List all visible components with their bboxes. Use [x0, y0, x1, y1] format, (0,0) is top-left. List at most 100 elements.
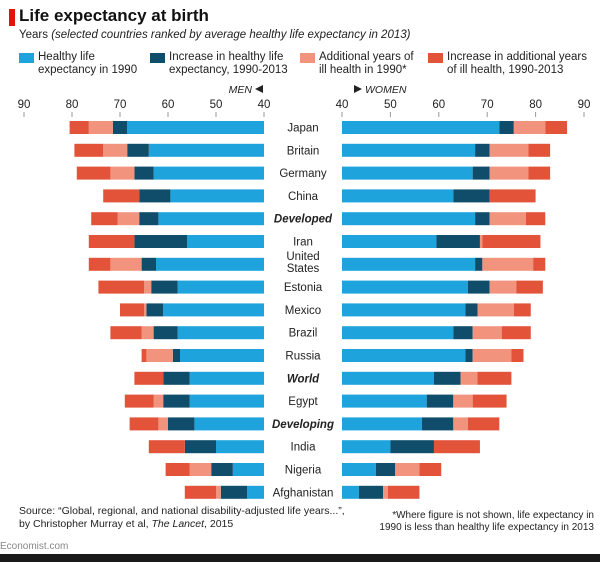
- men-bar-segment: [134, 371, 164, 385]
- women-bar-segment: [479, 235, 483, 248]
- men-bar-segment: [141, 349, 147, 362]
- women-bar-segment: [472, 166, 490, 180]
- men-bar-segment: [91, 212, 118, 226]
- men-tick-label: 70: [114, 99, 127, 111]
- women-tick-label: 60: [432, 99, 445, 111]
- men-bar-segment: [216, 485, 221, 499]
- country-label: Developed: [274, 214, 333, 226]
- men-bar-segment: [172, 349, 180, 362]
- men-bar-segment: [117, 212, 140, 226]
- men-bar-segment: [98, 280, 144, 294]
- men-bar-segment: [165, 463, 190, 476]
- women-bar-segment: [342, 303, 466, 317]
- men-tick-label: 50: [210, 99, 223, 111]
- men-bar-segment: [103, 143, 128, 157]
- women-bar-segment: [453, 394, 473, 408]
- women-bar-segment: [390, 440, 434, 454]
- chart-subtitle: Years (selected countries ranked by aver…: [19, 29, 410, 41]
- women-bar-segment: [342, 394, 427, 408]
- brand-credit: Economist.com: [0, 541, 69, 552]
- women-tick-label: 50: [384, 99, 397, 111]
- bottom-bar: [0, 554, 600, 562]
- men-arrow-icon: [255, 85, 263, 93]
- country-label: Japan: [287, 123, 318, 135]
- women-bar-segment: [475, 212, 490, 226]
- women-tick-label: 70: [481, 99, 494, 111]
- men-bar-segment: [187, 235, 264, 248]
- men-bar-segment: [177, 280, 264, 294]
- men-bar-segment: [194, 417, 264, 431]
- women-bar-segment: [475, 257, 483, 271]
- women-bar-segment: [342, 371, 434, 385]
- women-bar-segment: [513, 303, 531, 317]
- source-line2c: , 2015: [204, 518, 234, 530]
- legend-swatch-healthy-increase: [150, 53, 165, 63]
- women-bar-segment: [342, 189, 454, 203]
- women-arrow-icon: [354, 85, 362, 93]
- men-bar-segment: [129, 417, 159, 431]
- subtitle-lead: Years: [19, 29, 52, 41]
- legend-label-line2: of ill health, 1990-2013: [447, 64, 564, 76]
- men-bar-segment: [232, 463, 264, 476]
- women-bar-segment: [465, 349, 473, 362]
- women-bar-segment: [342, 212, 476, 226]
- women-bar-segment: [419, 463, 442, 476]
- men-bar-segment: [124, 394, 154, 408]
- legend-item-ill-increase: Increase in additional years of ill healt…: [447, 51, 587, 77]
- women-bar-segment: [421, 417, 454, 431]
- country-label: China: [288, 191, 319, 203]
- country-label: Nigeria: [285, 465, 322, 477]
- women-bar-segment: [472, 349, 512, 362]
- men-bar-segment: [184, 485, 216, 499]
- women-bar-segment: [342, 235, 437, 248]
- men-bar-segment: [163, 371, 190, 385]
- men-bar-segment: [158, 212, 264, 226]
- men-bar-segment: [141, 326, 154, 340]
- legend-swatch-healthy-1990: [19, 53, 34, 63]
- women-bar-segment: [375, 463, 396, 476]
- men-bar-segment: [163, 303, 264, 317]
- men-side-label: MEN: [229, 84, 253, 96]
- country-label: States: [287, 263, 320, 275]
- women-bar-segment: [342, 463, 376, 476]
- women-bar-segment: [467, 280, 490, 294]
- country-label: United: [286, 251, 319, 263]
- women-bar-segment: [433, 371, 461, 385]
- women-bar-segment: [477, 371, 512, 385]
- men-bar-segment: [112, 121, 128, 134]
- women-bar-segment: [489, 280, 517, 294]
- men-bar-segment: [110, 326, 142, 340]
- women-bar-segment: [482, 257, 534, 271]
- women-bar-segment: [501, 326, 531, 340]
- men-bar-segment: [144, 280, 152, 294]
- women-bar-segment: [528, 143, 551, 157]
- men-bar-segment: [139, 212, 159, 226]
- women-bar-segment: [358, 485, 384, 499]
- men-bar-segment: [189, 394, 264, 408]
- country-label: Afghanistan: [273, 487, 334, 499]
- women-bar-segment: [513, 121, 546, 134]
- legend-label-line2: ill health in 1990*: [319, 64, 407, 76]
- women-bar-segment: [342, 257, 476, 271]
- country-label: Germany: [279, 168, 327, 180]
- men-bar-segment: [127, 121, 264, 134]
- men-bar-segment: [69, 121, 89, 134]
- women-bar-segment: [433, 440, 480, 454]
- men-bar-segment: [153, 394, 164, 408]
- legend-label-line1: Increase in additional years: [447, 51, 587, 63]
- men-tick-label: 90: [18, 99, 31, 111]
- men-bar-segment: [146, 349, 173, 362]
- women-bar-segment: [472, 326, 502, 340]
- men-tick-label: 40: [258, 99, 271, 111]
- men-bar-segment: [103, 189, 140, 203]
- women-bar-segment: [342, 166, 473, 180]
- women-bar-segment: [516, 280, 543, 294]
- men-bar-segment: [88, 121, 113, 134]
- women-bar-segment: [511, 349, 524, 362]
- women-side-label: WOMEN: [365, 84, 407, 96]
- women-bar-segment: [342, 440, 391, 454]
- legend-item-ill-1990: Additional years of ill health in 1990*: [319, 51, 414, 77]
- men-bar-segment: [158, 417, 168, 431]
- men-bar-segment: [216, 440, 264, 454]
- men-bar-segment: [120, 303, 144, 317]
